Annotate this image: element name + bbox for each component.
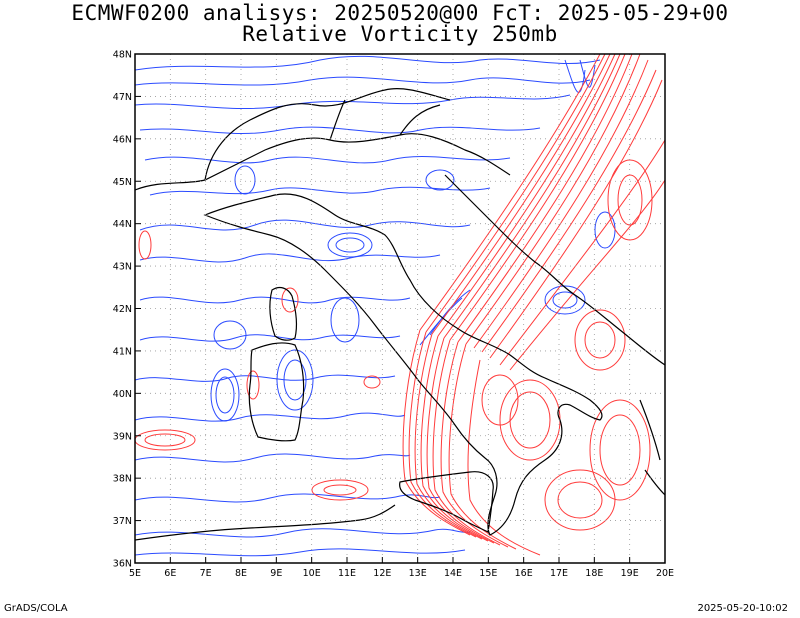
x-tick-label: 18E — [585, 568, 603, 579]
x-tick-label: 14E — [444, 568, 462, 579]
coastlines — [135, 88, 665, 541]
footer-timestamp: 2025-05-20-10:02 — [697, 603, 788, 614]
x-tick-label: 20E — [656, 568, 674, 579]
y-tick-label: 40N — [113, 389, 132, 400]
y-tick-label: 39N — [113, 431, 132, 442]
country-borders — [135, 88, 511, 191]
y-tick-label: 46N — [113, 134, 132, 145]
greece-coastline — [639, 399, 665, 496]
sardinia-coastline — [248, 342, 305, 442]
y-tick-label: 45N — [113, 177, 132, 188]
x-tick-label: 16E — [515, 568, 533, 579]
y-tick-label: 36N — [113, 559, 132, 570]
y-tick-label: 47N — [113, 92, 132, 103]
map-title: ECMWF0200 analisys: 20250520@00 FcT: 202… — [71, 1, 729, 25]
y-tick-label: 44N — [113, 219, 132, 230]
y-tick-label: 43N — [113, 262, 132, 273]
graticule — [135, 54, 665, 563]
x-tick-label: 17E — [550, 568, 568, 579]
positive-vorticity-contours — [135, 54, 665, 556]
x-tick-label: 9E — [270, 568, 282, 579]
y-tick-label: 48N — [113, 50, 132, 61]
corsica-coastline — [269, 286, 298, 341]
longitude-axis: 5E 6E 7E 8E 9E 10E 11E 12E 13E 14E 15E 16E 17E 18E 19E… — [129, 568, 674, 579]
latitude-axis: 36N 37N 38N 39N 40N 41N 42N 43N 44N 45N 46N 47N 48N — [113, 50, 132, 570]
negative-vorticity-contours — [135, 55, 616, 557]
x-tick-label: 12E — [373, 568, 391, 579]
axis-ticks — [134, 53, 666, 564]
balkan-coastline — [444, 174, 665, 366]
africa-coastline — [135, 504, 396, 541]
y-tick-label: 38N — [113, 474, 132, 485]
x-tick-label: 15E — [479, 568, 497, 579]
footer-software-label: GrADS/COLA — [4, 603, 68, 614]
x-tick-label: 13E — [409, 568, 427, 579]
map-subtitle: Relative Vorticity 250mb — [242, 22, 558, 46]
x-tick-label: 19E — [621, 568, 639, 579]
contour-field — [135, 54, 665, 557]
sicily-coastline — [399, 471, 494, 533]
x-tick-label: 11E — [338, 568, 356, 579]
y-tick-label: 42N — [113, 304, 132, 315]
x-tick-label: 5E — [129, 568, 141, 579]
x-tick-label: 7E — [200, 568, 212, 579]
x-tick-label: 10E — [303, 568, 321, 579]
x-tick-label: 8E — [235, 568, 247, 579]
x-tick-label: 6E — [164, 568, 176, 579]
italy-coastline — [203, 193, 603, 536]
y-tick-label: 41N — [113, 346, 132, 357]
y-tick-label: 37N — [113, 516, 132, 527]
